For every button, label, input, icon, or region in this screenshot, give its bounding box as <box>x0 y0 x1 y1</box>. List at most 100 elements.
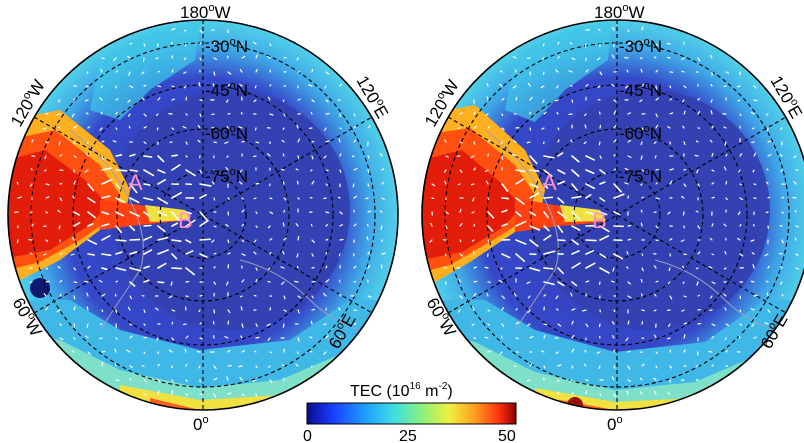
drift-arrow <box>445 225 448 229</box>
drift-arrow <box>543 250 556 255</box>
drift-arrow <box>143 336 148 339</box>
left-lat-label-45n: -45oN <box>205 80 248 100</box>
drift-arrow <box>501 155 504 160</box>
drift-arrow <box>527 323 531 327</box>
drift-arrow <box>611 280 615 283</box>
drift-arrow <box>269 252 272 255</box>
drift-arrow <box>73 306 76 311</box>
drift-arrow <box>185 393 188 396</box>
drift-arrow <box>225 99 229 103</box>
drift-arrow <box>367 264 371 269</box>
drift-arrow <box>85 335 89 339</box>
drift-arrow <box>255 323 258 327</box>
drift-arrow <box>543 169 553 177</box>
drift-arrow <box>324 85 327 89</box>
drift-arrow <box>542 71 545 75</box>
drift-arrow <box>697 225 701 229</box>
drift-arrow <box>724 337 727 341</box>
right-lat-label-30n: -30oN <box>619 36 662 56</box>
drift-arrow <box>737 99 741 102</box>
drift-arrow <box>367 125 371 129</box>
drift-arrow <box>529 211 537 216</box>
drift-arrow <box>709 295 713 299</box>
drift-arrow <box>171 164 181 171</box>
drift-arrow <box>694 154 699 157</box>
drift-arrow <box>294 280 299 283</box>
drift-arrow <box>323 155 327 159</box>
drift-arrow <box>129 365 133 368</box>
drift-arrow <box>280 266 285 269</box>
drift-arrow <box>171 85 175 88</box>
drift-arrow <box>501 97 505 101</box>
drift-arrow <box>444 180 447 185</box>
drift-arrow <box>213 309 216 314</box>
drift-arrow <box>73 125 78 129</box>
drift-arrow <box>582 309 587 312</box>
drift-arrow <box>367 169 370 174</box>
drift-arrow <box>87 222 94 227</box>
drift-arrow <box>613 365 616 369</box>
drift-arrow <box>98 279 103 283</box>
drift-arrow <box>339 323 343 326</box>
drift-arrow <box>585 262 596 269</box>
drift-arrow <box>585 69 589 73</box>
drift-arrow <box>44 155 47 160</box>
drift-arrow <box>794 237 797 241</box>
drift-arrow <box>239 69 243 73</box>
drift-arrow <box>282 181 285 185</box>
drift-arrow <box>115 251 123 255</box>
drift-arrow <box>753 183 757 186</box>
drift-arrow <box>85 153 89 157</box>
drift-arrow <box>554 69 559 73</box>
drift-arrow <box>500 335 503 339</box>
drift-arrow <box>655 113 659 118</box>
drift-arrow <box>143 323 146 326</box>
drift-arrow <box>141 71 145 75</box>
drift-arrow <box>498 83 503 87</box>
drift-arrow <box>669 349 672 353</box>
drift-arrow <box>779 153 783 157</box>
drift-arrow <box>653 309 657 312</box>
drift-arrow <box>297 155 300 159</box>
drift-arrow <box>529 239 539 247</box>
drift-arrow <box>557 127 560 131</box>
right-map-border <box>421 19 804 411</box>
drift-arrow <box>613 253 624 260</box>
drift-arrow <box>541 57 545 60</box>
drift-arrow <box>711 335 714 339</box>
drift-arrow <box>641 253 644 256</box>
drift-arrow <box>515 337 519 340</box>
drift-arrow <box>86 112 89 115</box>
drift-arrow <box>613 193 625 199</box>
drift-arrow <box>499 351 503 355</box>
drift-arrow <box>184 43 187 47</box>
drift-arrow <box>680 239 685 242</box>
right-lon-label-180w: 180oW <box>594 2 645 22</box>
drift-arrow <box>73 211 80 216</box>
drift-arrow <box>626 69 629 73</box>
drift-arrow <box>529 267 541 272</box>
drift-arrow <box>185 239 192 244</box>
drift-arrow <box>515 308 518 311</box>
drift-arrow <box>683 110 686 115</box>
drift-arrow <box>500 267 503 270</box>
drift-arrow <box>227 239 230 244</box>
drift-arrow <box>185 335 189 339</box>
drift-arrow <box>240 306 243 311</box>
drift-arrow <box>381 252 386 255</box>
drift-arrow <box>710 99 713 103</box>
drift-arrow <box>101 140 105 143</box>
drift-arrow <box>750 280 755 283</box>
left-point-b: B <box>178 208 193 233</box>
drift-arrow <box>143 235 153 241</box>
drift-arrow <box>655 97 660 101</box>
drift-arrow <box>627 350 631 353</box>
drift-arrow <box>766 168 769 171</box>
drift-arrow <box>311 140 315 143</box>
drift-arrow <box>487 139 491 143</box>
drift-arrow <box>224 336 229 339</box>
drift-arrow <box>227 309 231 314</box>
drift-arrow <box>185 141 188 145</box>
drift-arrow <box>225 166 229 171</box>
